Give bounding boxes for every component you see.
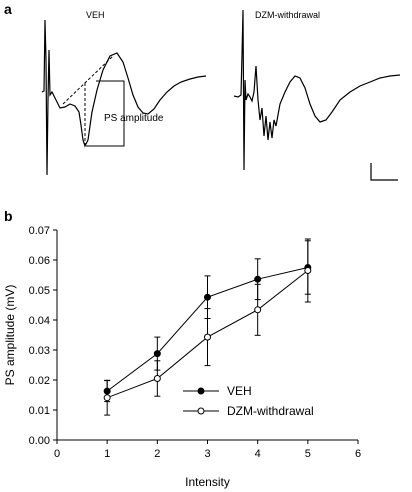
ps-amplitude-chart: b 0 1 2 3 4 5 6 0.00 0.01 0.02 0.03 0.04 0.05 0.06 0.0… xyxy=(3,208,361,489)
ps-dashed-tangent xyxy=(62,55,114,105)
data-point xyxy=(153,350,161,358)
data-point xyxy=(254,275,262,283)
x-tick-label: 1 xyxy=(104,448,110,460)
x-tick-label: 2 xyxy=(154,448,160,460)
axes: 0 1 2 3 4 5 6 0.00 0.01 0.02 0.03 0.04 0.05 0.06 0.07 xyxy=(29,225,361,460)
legend-label: DZM-withdrawal xyxy=(227,404,314,418)
x-axis-label: Intensity xyxy=(185,475,230,489)
x-tick-label: 6 xyxy=(355,448,361,460)
y-tick-label: 0.06 xyxy=(29,255,50,267)
legend-marker xyxy=(197,387,205,395)
dzm-trace-label: DZM-withdrawal xyxy=(255,10,320,20)
veh-trace xyxy=(41,19,207,176)
x-tick-label: 4 xyxy=(255,448,261,460)
x-tick-label: 0 xyxy=(54,448,60,460)
y-axis-label: PS amplitude (mV) xyxy=(3,285,17,386)
data-point xyxy=(153,375,161,382)
series-layer xyxy=(103,238,312,416)
y-tick-label: 0.04 xyxy=(29,315,50,327)
x-tick-label: 5 xyxy=(305,448,311,460)
legend-label: VEH xyxy=(227,384,252,398)
panel-b-letter: b xyxy=(4,208,13,224)
data-point xyxy=(304,267,312,274)
y-tick-label: 0.00 xyxy=(29,435,50,447)
ps-amplitude-annotation: PS amplitude xyxy=(104,113,164,124)
x-tick-label: 3 xyxy=(204,448,210,460)
data-point xyxy=(254,306,262,314)
dzm-trace xyxy=(233,9,401,171)
traces-panel: a VEH DZM-withdrawal PS amplitude xyxy=(4,1,401,181)
data-point xyxy=(103,394,111,402)
y-tick-label: 0.07 xyxy=(29,225,50,237)
y-tick-label: 0.03 xyxy=(29,345,50,357)
data-point xyxy=(204,333,211,341)
ps-bracket xyxy=(86,80,125,147)
scale-bar xyxy=(370,163,398,181)
series-dzm-withdrawal xyxy=(103,238,312,416)
veh-trace-label: VEH xyxy=(86,10,105,20)
y-tick-label: 0.02 xyxy=(29,375,50,387)
panel-a-letter: a xyxy=(4,1,12,17)
y-tick-label: 0.05 xyxy=(29,285,50,297)
legend-marker xyxy=(197,407,205,415)
legend: VEH DZM-withdrawal xyxy=(183,384,314,418)
data-point xyxy=(204,293,211,301)
y-tick-label: 0.01 xyxy=(29,405,50,417)
